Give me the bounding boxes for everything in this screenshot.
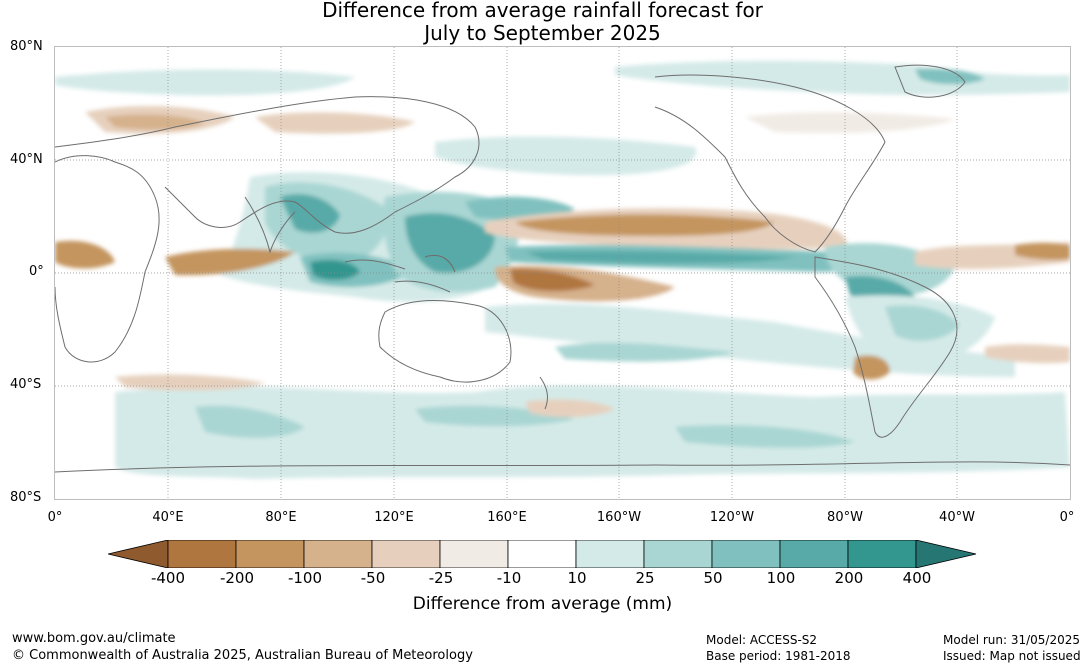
legend-tick: -400	[150, 569, 186, 587]
map-title-line-2: July to September 2025	[424, 21, 661, 45]
legend-tick: -10	[496, 569, 522, 587]
map-title-line-1: Difference from average rainfall forecas…	[322, 0, 763, 22]
footer-model-run: Model run: 31/05/2025	[943, 633, 1081, 647]
legend-swatch	[779, 540, 849, 568]
coastlines	[55, 64, 1070, 473]
lon-label-120e: 120°E	[374, 510, 414, 525]
lat-label-80n: 80°N	[10, 39, 43, 54]
lon-label-80w: 80°W	[827, 510, 863, 525]
footer-copyright: © Commonwealth of Australia 2025, Austra…	[12, 648, 473, 663]
legend-tick: 25	[635, 569, 655, 587]
lat-label-80s: 80°S	[10, 490, 42, 505]
legend-tick: 10	[567, 569, 587, 587]
rainfall-map	[54, 46, 1071, 500]
rainfall-anomaly-field	[55, 60, 1070, 479]
legend-tick: 400	[902, 569, 932, 587]
footer-model: Model: ACCESS-S2	[706, 633, 818, 647]
legend-title: Difference from average (mm)	[412, 594, 673, 614]
legend-arrow-low	[108, 540, 169, 568]
legend-swatch	[711, 540, 781, 568]
legend-swatch	[507, 540, 577, 568]
legend-arrow-high	[915, 540, 977, 568]
lon-label-0-right: 0°	[1059, 510, 1075, 525]
lat-label-40s: 40°S	[10, 377, 42, 392]
legend-tick: 100	[766, 569, 796, 587]
lon-label-160e: 160°E	[487, 510, 527, 525]
color-legend-bar	[108, 540, 977, 568]
lon-label-120w: 120°W	[709, 510, 755, 525]
legend-swatch	[235, 540, 305, 568]
map-svg	[55, 47, 1070, 499]
lon-label-160w: 160°W	[596, 510, 642, 525]
footer-url[interactable]: www.bom.gov.au/climate	[12, 631, 176, 646]
legend-swatch	[303, 540, 373, 568]
lon-label-40e: 40°E	[152, 510, 184, 525]
legend-tick: -25	[428, 569, 454, 587]
gridlines	[55, 47, 1070, 499]
legend-tick: 200	[834, 569, 864, 587]
lon-label-80e: 80°E	[265, 510, 297, 525]
footer-base-period: Base period: 1981-2018	[706, 649, 851, 663]
legend-tick: -200	[219, 569, 255, 587]
lon-label-0: 0°	[47, 510, 63, 525]
legend-swatch	[439, 540, 509, 568]
legend-swatch	[643, 540, 713, 568]
legend-swatch	[847, 540, 917, 568]
lat-label-0: 0°	[29, 264, 44, 279]
footer-issued: Issued: Map not issued	[943, 649, 1081, 663]
legend-tick: -100	[287, 569, 323, 587]
legend-swatch	[167, 540, 237, 568]
lat-label-40n: 40°N	[10, 152, 43, 167]
lon-label-40w: 40°W	[939, 510, 975, 525]
legend-swatch	[575, 540, 645, 568]
legend-swatch	[371, 540, 441, 568]
legend-tick: -50	[360, 569, 386, 587]
legend-tick: 50	[703, 569, 723, 587]
